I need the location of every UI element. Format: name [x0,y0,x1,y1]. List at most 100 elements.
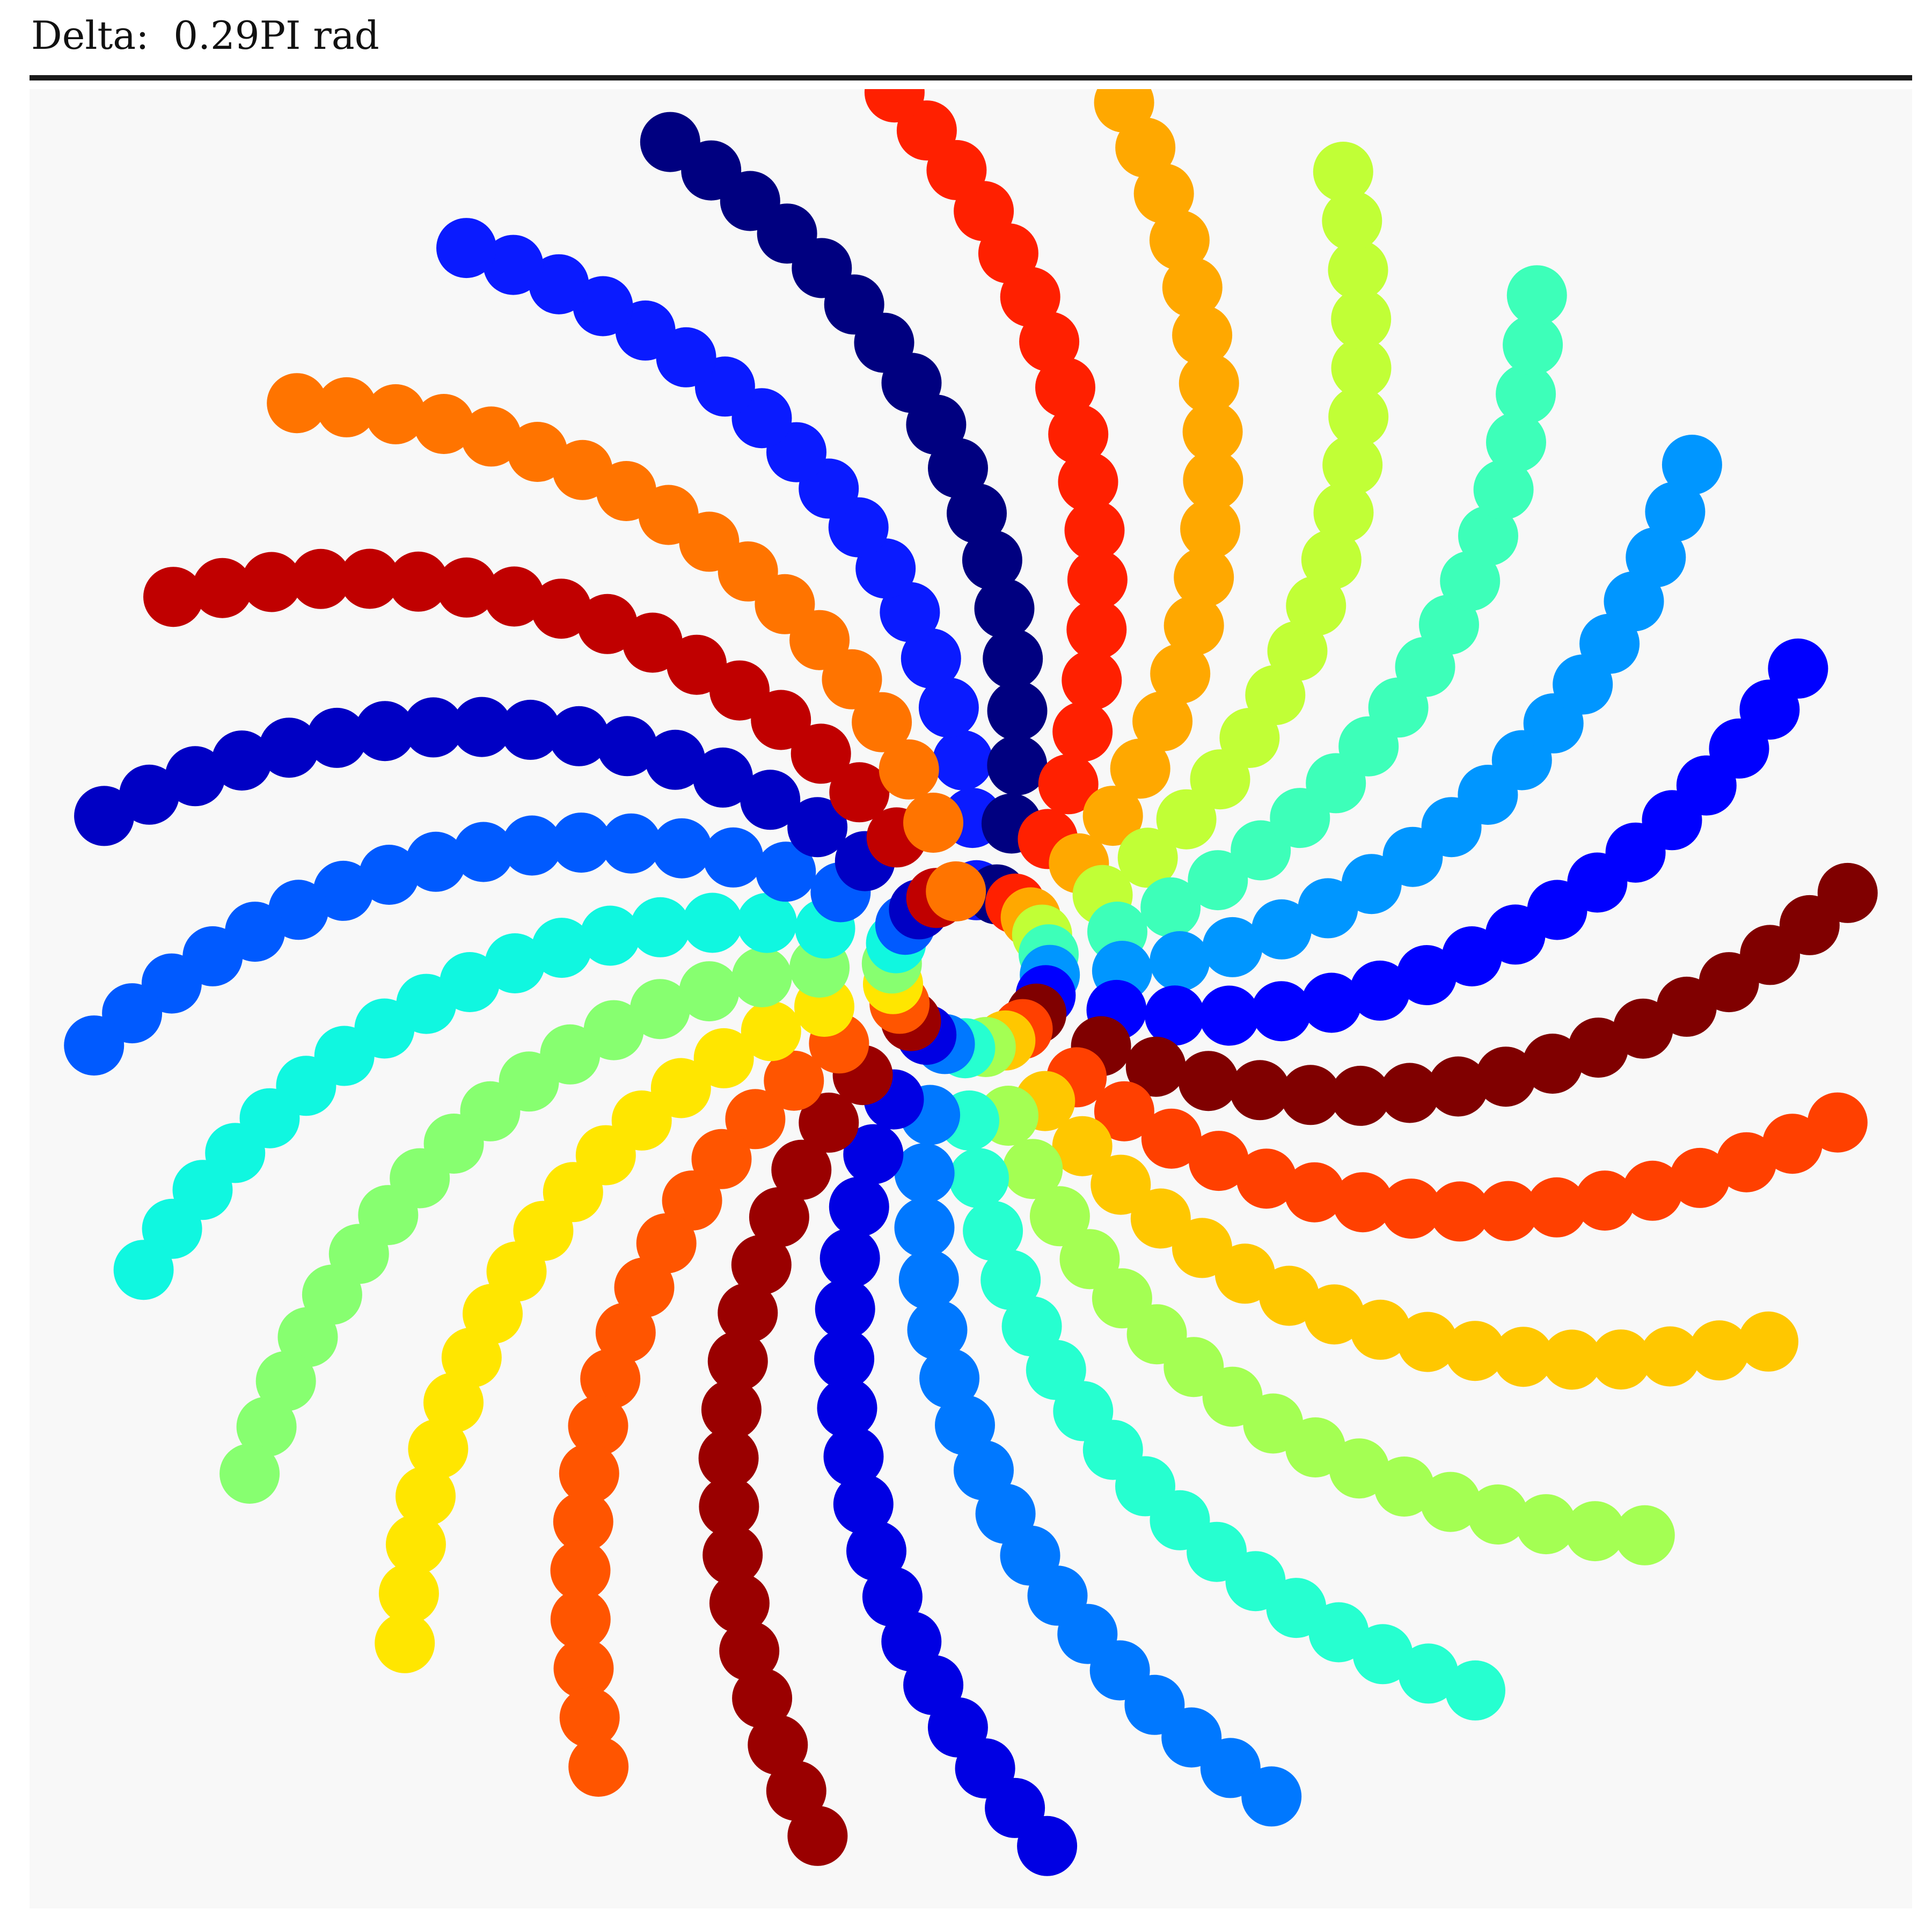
scatter-point [553,1638,614,1699]
scatter-point [1670,1147,1730,1208]
arm-15 [814,1005,1078,1876]
scatter-point [1190,749,1250,810]
scatter-point [1286,575,1346,636]
scatter-point [500,699,561,760]
scatter-point [1506,265,1567,326]
scatter-point [316,377,377,437]
scatter-point [1064,500,1125,561]
scatter-point [1322,435,1383,495]
scatter-point [531,918,592,978]
scatter-point [583,1000,644,1060]
scatter-point [1149,210,1210,270]
scatter-point [935,1395,995,1455]
scatter-point [1180,499,1241,559]
scatter-point [1230,1060,1290,1121]
scatter-point [1156,789,1217,850]
scatter-point [1374,1457,1435,1517]
scatter-point [823,1426,884,1487]
scatter-point [614,1257,675,1318]
scatter-point [529,254,589,314]
scatter-point [259,718,319,778]
scatter-point [933,730,993,791]
scatter-point [894,1197,955,1258]
scatter-point [852,692,912,752]
scatter-point [485,933,545,993]
scatter-point [559,1443,619,1504]
scatter-point [1301,529,1362,590]
scatter-point [219,1444,280,1504]
scatter-point [1473,459,1534,520]
scatter-point [718,1283,778,1343]
scatter-point [764,1050,824,1111]
scatter-point [1251,981,1312,1042]
scatter-point [963,1201,1023,1261]
scatter-point [1199,985,1260,1046]
scatter-point [359,845,419,905]
scatter-point [580,1349,641,1409]
scatter-point [1397,1312,1458,1372]
scatter-point [236,1396,297,1457]
scatter-point [833,1474,894,1534]
arm-4 [1000,89,1243,948]
arm-11 [975,1010,1798,1390]
scatter-point [451,697,512,757]
scatter-point [748,1715,808,1775]
scatter-point [1440,551,1501,611]
scatter-point [531,579,591,639]
scatter-point [1304,1284,1365,1345]
scatter-point [1150,643,1211,704]
scatter-point [1313,482,1374,543]
scatter-point [1259,1265,1319,1326]
scatter-point [703,827,764,888]
scatter-point [1162,257,1223,318]
scatter-point [1298,878,1358,939]
scatter-point [143,567,203,627]
plot-area [30,89,1912,1908]
chart-title: Delta: 0.29PI rad [31,13,379,58]
scatter-point [553,1491,613,1552]
scatter-point [1591,1329,1651,1390]
scatter-point [406,831,466,892]
scatter-point [1331,289,1392,349]
scatter-point [1035,357,1095,418]
scatter-point [1420,1472,1481,1532]
scatter-point [1542,1329,1602,1390]
scatter-point [1445,1660,1505,1721]
scatter-point [1110,738,1170,799]
scatter-point [595,1302,656,1363]
scatter-point [1001,1296,1062,1357]
scatter-point [551,813,611,873]
scatter-point [1141,1108,1202,1169]
scatter-point [267,373,327,434]
scatter-point [1523,1034,1583,1094]
scatter-point [1267,621,1328,681]
scatter-point [698,1428,759,1489]
scatter-point [403,697,464,758]
scatter-point [1172,305,1233,365]
scatter-point [559,1687,620,1748]
scatter-point [568,1737,629,1797]
scatter-point [365,384,426,444]
scatter-point [974,578,1035,639]
scatter-point [1125,1036,1186,1097]
scatter-point [568,1395,628,1456]
scatter-point [1458,506,1518,566]
scatter-point [701,1379,762,1440]
scatter-point [630,979,690,1040]
scatter-point [483,235,544,295]
scatter-point [751,690,811,750]
scatter-point [799,1092,859,1153]
scatter-point [1062,650,1122,711]
scatter-point [918,677,979,738]
scatter-point [1188,850,1248,911]
scatter-point [355,701,415,762]
scatter-point [414,394,474,454]
scatter-point [290,548,351,609]
arm-7 [1020,435,1722,1005]
scatter-point [1150,931,1210,991]
scatter-point [1328,240,1388,300]
scatter-point [707,1331,768,1392]
arm-6 [1019,265,1567,985]
scatter-point [1067,550,1128,610]
arm-18 [375,954,923,1673]
